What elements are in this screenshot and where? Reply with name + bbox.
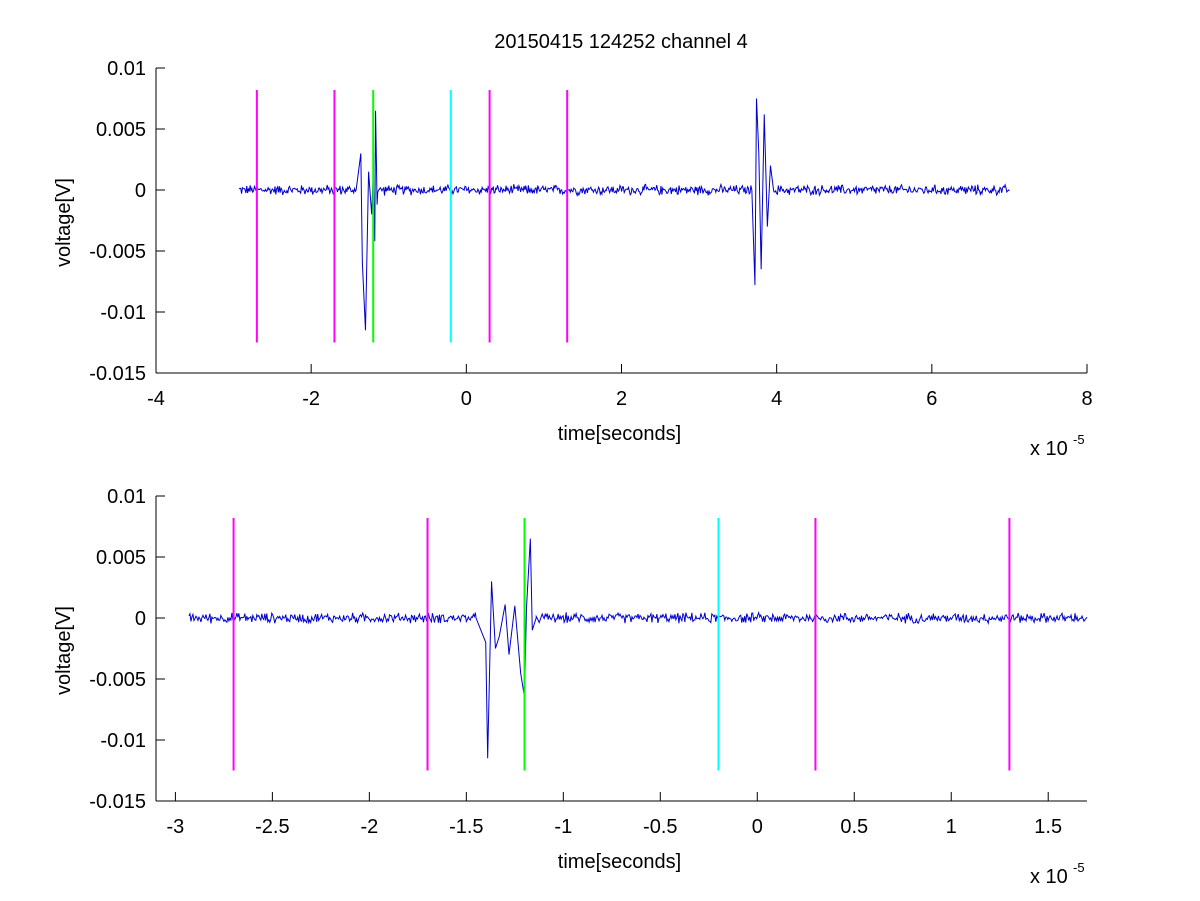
plot-1-y-tick-label-3: -0.005: [89, 669, 146, 691]
plot-1-y-tick-label-0: 0.01: [107, 486, 146, 508]
plot-1-x-multiplier-exponent: -5: [1073, 860, 1085, 875]
plot-0-x-tick-label-5: 6: [926, 388, 937, 410]
plot-0-y-axis-label: voltage[V]: [53, 178, 75, 267]
plot-1-x-tick-label-9: 1.5: [1034, 816, 1062, 838]
plot-1-x-tick-label-5: -0.5: [643, 816, 677, 838]
plot-1-y-tick-label-1: 0.005: [96, 547, 146, 569]
plot-1-x-tick-label-7: 0.5: [840, 816, 868, 838]
plot-0-x-tick-label-3: 2: [616, 388, 627, 410]
plot-1-x-axis-label: time[seconds]: [558, 851, 681, 873]
plot-0-y-tick-label-3: -0.005: [89, 241, 146, 263]
plot-1-x-tick-label-2: -2: [360, 816, 378, 838]
plot-0-x-tick-label-6: 8: [1081, 388, 1092, 410]
plot-1-y-tick-label-5: -0.015: [89, 791, 146, 813]
plot-0-signal-series-line: [238, 98, 1010, 331]
plot-0-x-multiplier-exponent: -5: [1073, 432, 1085, 447]
plot-1-x-tick-label-6: 0: [752, 816, 763, 838]
plot-0-y-tick-label-2: 0: [135, 180, 146, 202]
plot-1-x-tick-label-0: -3: [166, 816, 184, 838]
plot-0-y-tick-label-5: -0.015: [89, 363, 146, 385]
plot-1-x-tick-label-8: 1: [946, 816, 957, 838]
plot-1-y-tick-label-4: -0.01: [100, 730, 146, 752]
figure-title: 20150415 124252 channel 4: [494, 31, 748, 53]
plot-1-y-axis-label: voltage[V]: [53, 606, 75, 695]
plot-0-x-tick-label-2: 0: [461, 388, 472, 410]
plot-1-signal-series-line: [188, 538, 1088, 759]
top-plot: -4 -2 0 2 4 6 8 0.01 0.005 0 -0.005 -0.01 -0.015 time…: [53, 58, 1093, 460]
plot-1-x-tick-label-1: -2.5: [255, 816, 289, 838]
plot-1-x-tick-label-4: -1: [554, 816, 572, 838]
bottom-plot: -3 -2.5 -2 -1.5 -1 -0.5 0 0.5 1 1.5 0.01 0.005 0 -0.0…: [53, 486, 1088, 888]
plot-0-x-multiplier-base: x 10: [1030, 438, 1068, 460]
plot-0-x-tick-label-0: -4: [147, 388, 165, 410]
plot-0-y-tick-label-0: 0.01: [107, 58, 146, 80]
plot-0-y-tick-label-4: -0.01: [100, 302, 146, 324]
plot-0-x-tick-label-4: 4: [771, 388, 782, 410]
plot-0-x-axis-label: time[seconds]: [558, 423, 681, 445]
plot-1-x-tick-label-3: -1.5: [449, 816, 483, 838]
plot-0-x-tick-label-1: -2: [302, 388, 320, 410]
plot-1-y-tick-label-2: 0: [135, 608, 146, 630]
plot-1-x-multiplier-base: x 10: [1030, 866, 1068, 888]
plot-0-y-tick-label-1: 0.005: [96, 119, 146, 141]
